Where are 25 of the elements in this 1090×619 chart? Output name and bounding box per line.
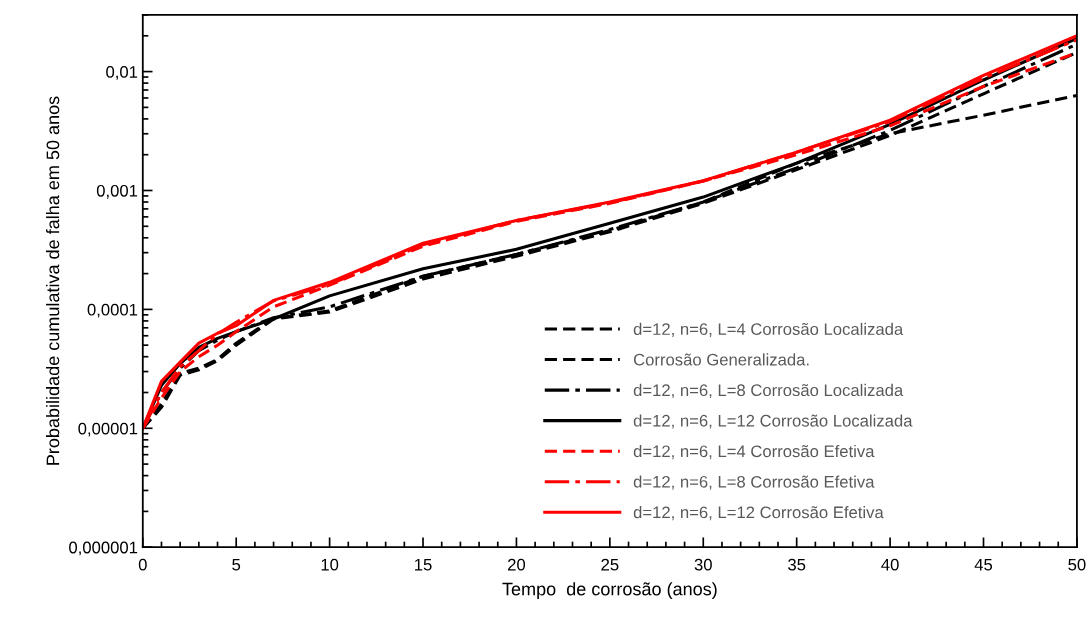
legend-label: d=12, n=6, L=12 Corrosão Efetiva (633, 506, 884, 521)
x-tick-label: 45 (974, 558, 993, 571)
y-tick-label: 0,01 (106, 65, 138, 80)
x-tick-label: 15 (415, 558, 432, 571)
y-tick-label: 0,001 (96, 184, 138, 199)
legend-label: d=12, n=6, L=8 Corrosão Efetiva (633, 475, 875, 490)
x-axis-title: Tempo de corrosão (anos) (502, 582, 717, 600)
legend-label: d=12, n=6, L=4 Corrosão Localizada (633, 322, 904, 337)
y-tick-label: 0,000001 (69, 541, 138, 556)
x-tick-label: 0 (138, 558, 147, 571)
x-tick-label: 10 (321, 558, 339, 571)
x-tick-label: 35 (788, 558, 806, 571)
y-axis-title: Probabilidade cumulativa de falha em 50 anos (46, 96, 60, 465)
x-tick-label: 5 (232, 558, 241, 571)
x-tick-label: 25 (601, 558, 619, 571)
x-tick-label: 50 (1068, 558, 1086, 571)
x-tick-label: 20 (508, 558, 526, 571)
y-tick-label: 0,00001 (78, 422, 138, 437)
legend-label: d=12, n=6, L=4 Corrosão Efetiva (633, 444, 875, 460)
x-tick-label: 30 (694, 558, 712, 571)
legend-label: Corrosão Generalizada. (633, 353, 809, 366)
y-tick-label: 0,0001 (87, 303, 138, 318)
x-tick-label: 40 (881, 558, 899, 571)
legend-label: d=12, n=6, L=8 Corrosão Localizada (633, 383, 904, 399)
legend-label: d=12, n=6, L=12 Corrosão Localizada (633, 414, 913, 429)
